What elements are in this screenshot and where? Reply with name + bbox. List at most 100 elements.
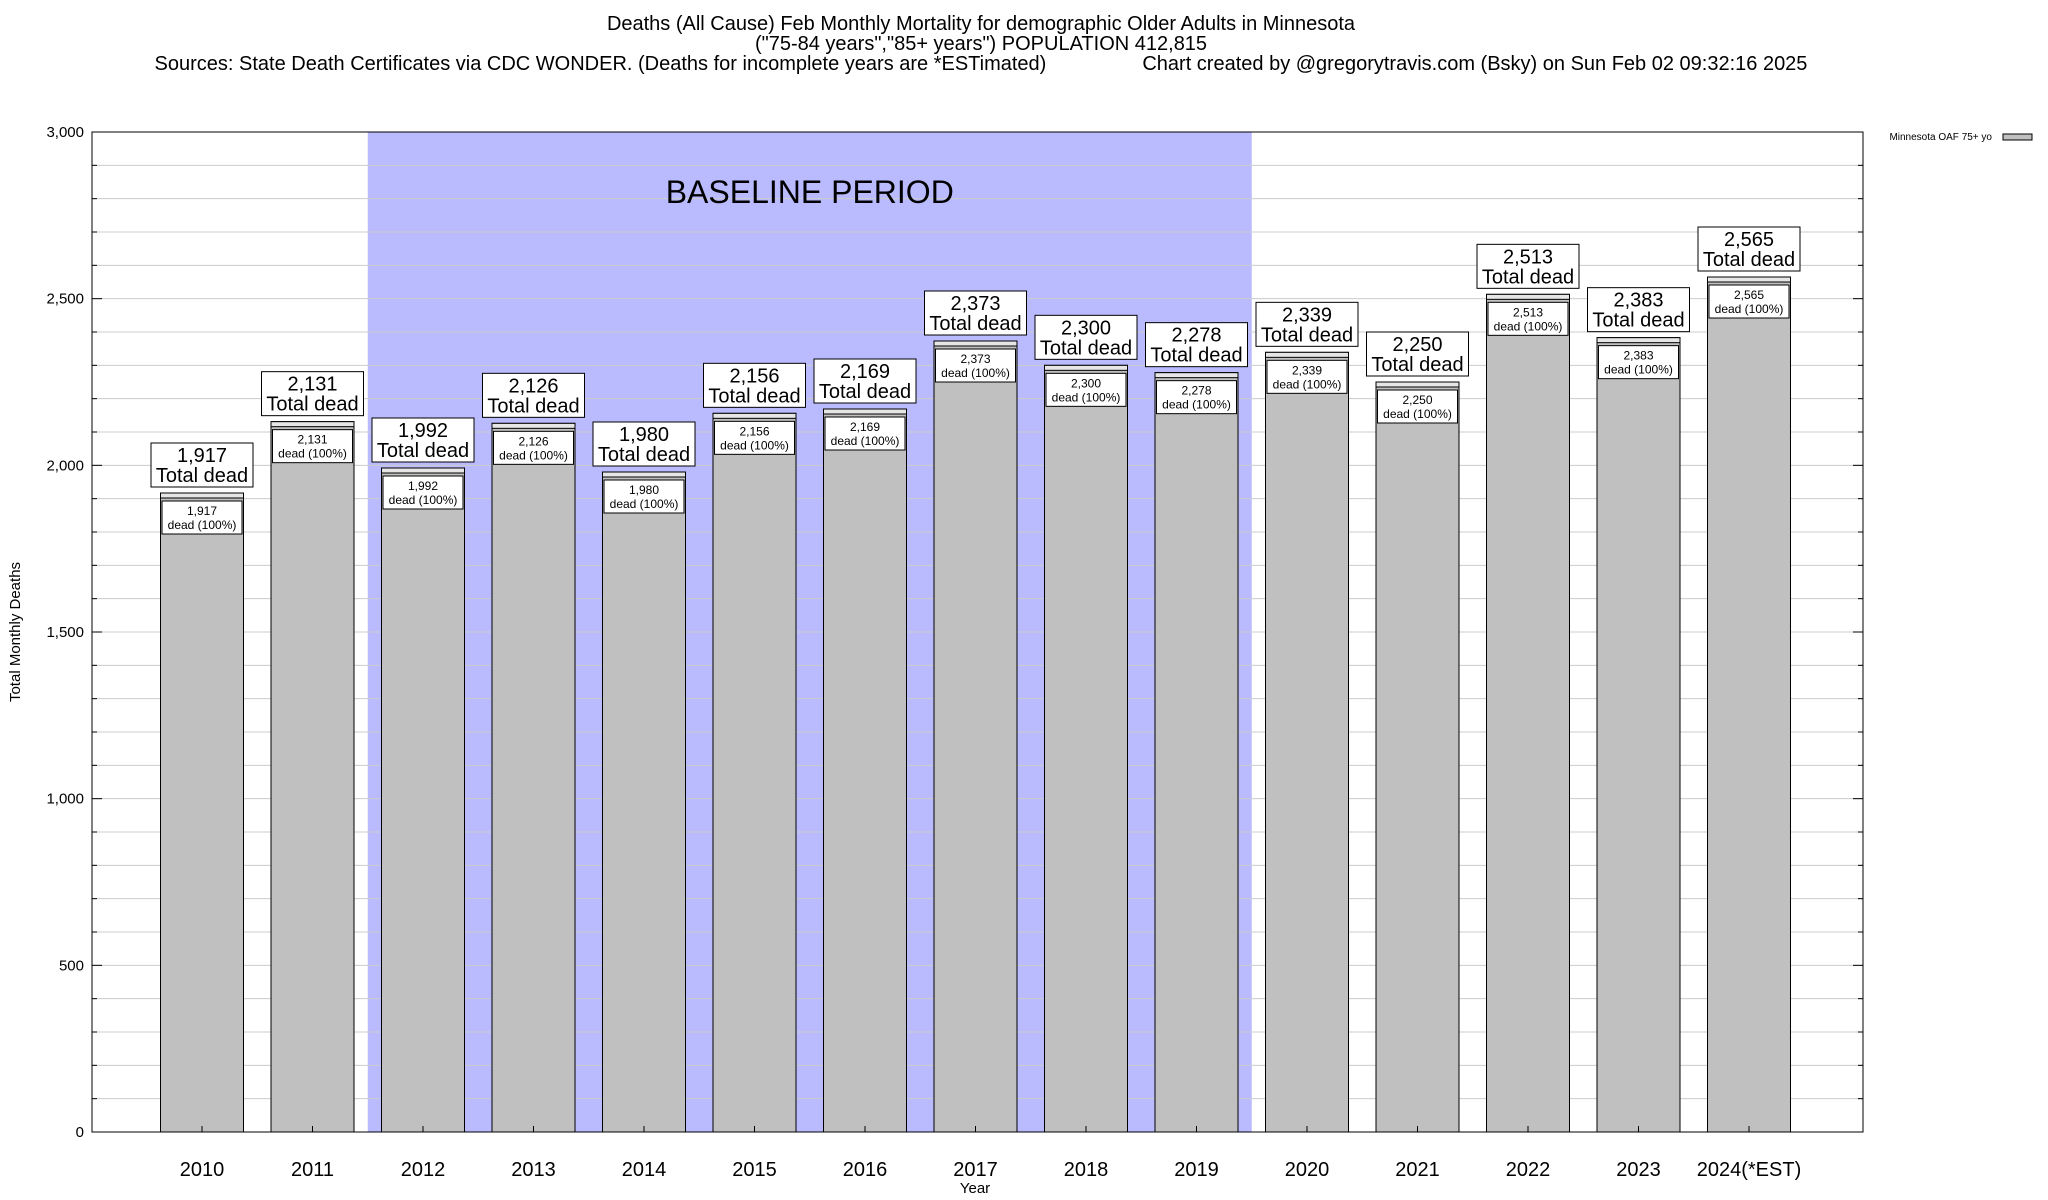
bar-cap xyxy=(1486,293,1570,300)
chart-sources: Sources: State Death Certificates via CD… xyxy=(154,53,1047,75)
chart-credit: Chart created by @gregorytravis.com (Bsk… xyxy=(1142,53,1808,75)
bar-total-caption: Total dead xyxy=(377,440,469,462)
bar-total-label-box xyxy=(261,371,364,417)
bar xyxy=(270,421,355,1133)
bar xyxy=(1486,293,1570,1133)
y-tick-label: 500 xyxy=(59,957,84,974)
bar-inner-label-box xyxy=(935,348,1016,383)
bar-total-value: 1,980 xyxy=(619,424,669,446)
bar-inner-caption: dead (100%) xyxy=(1494,319,1563,333)
bar-inner-caption: dead (100%) xyxy=(831,434,900,448)
bar-total-label-box xyxy=(1697,226,1801,272)
bar-inner-label-box xyxy=(382,475,464,510)
bar-cap xyxy=(160,492,244,499)
bar xyxy=(491,422,576,1133)
bar-cap xyxy=(823,408,907,415)
bar xyxy=(823,408,907,1133)
bar xyxy=(1265,351,1349,1133)
bar-inner-caption: dead (100%) xyxy=(1273,377,1342,391)
x-axis-label: Year xyxy=(960,1180,990,1197)
bar-total-caption: Total dead xyxy=(1261,324,1353,346)
bar-cap xyxy=(712,412,797,419)
bar-cap xyxy=(381,467,465,474)
bar-inner-caption: dead (100%) xyxy=(1052,390,1121,404)
bar-total-label-box xyxy=(482,372,585,418)
bar-total-value: 1,917 xyxy=(177,445,227,467)
bar-inner-value: 2,339 xyxy=(1292,363,1322,377)
bar-total-caption: Total dead xyxy=(487,395,579,417)
bar-total-label-box xyxy=(150,442,254,488)
bar-cap xyxy=(1265,351,1349,358)
bar-inner-label-box xyxy=(714,420,795,455)
bar-inner-label-box xyxy=(1598,345,1679,380)
bar-cap xyxy=(1154,372,1239,379)
bar-inner-caption: dead (100%) xyxy=(389,493,458,507)
bar-cap xyxy=(1707,276,1791,283)
bar-inner-value: 1,980 xyxy=(629,483,659,497)
bar-total-value: 2,339 xyxy=(1282,304,1332,326)
y-tick-label: 1,500 xyxy=(46,624,84,641)
bar-inner-caption: dead (100%) xyxy=(499,448,568,462)
y-tick-label: 0 xyxy=(76,1124,84,1141)
bar xyxy=(1596,337,1681,1133)
bar xyxy=(160,492,244,1133)
bar-inner-caption: dead (100%) xyxy=(720,438,789,452)
bar-total-label-box xyxy=(1476,243,1580,289)
bar-total-caption: Total dead xyxy=(929,313,1021,335)
bar-total-caption: Total dead xyxy=(1703,249,1795,271)
bar-total-label-box xyxy=(1366,331,1469,377)
bar-total-caption: Total dead xyxy=(708,385,800,407)
x-tick-label: 2021 xyxy=(1395,1159,1440,1181)
x-tick-label: 2024(*EST) xyxy=(1697,1159,1802,1181)
bar-inner-label-box xyxy=(1266,359,1348,394)
bar-total-label-box xyxy=(813,358,917,404)
bar-inner-value: 2,565 xyxy=(1734,288,1764,302)
bar-total-caption: Total dead xyxy=(1371,354,1463,376)
bar-inner-caption: dead (100%) xyxy=(1162,398,1231,412)
bar-inner-label-box xyxy=(161,500,243,535)
legend-label: Minnesota OAF 75+ yo xyxy=(1889,132,1992,143)
bar-cap xyxy=(1044,364,1128,371)
bar-cap xyxy=(491,422,576,429)
bar-total-label-box xyxy=(703,362,806,408)
bar-total-value: 2,126 xyxy=(508,375,558,397)
bar-total-value: 2,300 xyxy=(1061,317,1111,339)
bar-inner-value: 2,278 xyxy=(1181,384,1211,398)
baseline-label: BASELINE PERIOD xyxy=(666,174,954,210)
x-tick-label: 2020 xyxy=(1285,1159,1330,1181)
bar-inner-caption: dead (100%) xyxy=(1383,407,1452,421)
bar-inner-value: 2,250 xyxy=(1402,393,1432,407)
bar-cap xyxy=(270,421,355,428)
bar-inner-label-box xyxy=(1156,380,1237,415)
legend-swatch xyxy=(2002,133,2033,141)
bar-total-caption: Total dead xyxy=(819,381,911,403)
bar-total-label-box xyxy=(1255,301,1359,347)
bar-total-value: 2,156 xyxy=(729,365,779,387)
chart-subtitle: ("75-84 years","85+ years") POPULATION 4… xyxy=(754,33,1208,55)
bar-inner-caption: dead (100%) xyxy=(1715,302,1784,316)
y-tick-label: 2,000 xyxy=(46,457,84,474)
bar-inner-value: 2,373 xyxy=(960,352,990,366)
bar-total-caption: Total dead xyxy=(1150,345,1242,367)
bar xyxy=(712,412,797,1133)
bar-inner-value: 2,156 xyxy=(739,424,769,438)
bar-total-value: 2,250 xyxy=(1392,334,1442,356)
bar-total-value: 2,131 xyxy=(287,374,337,396)
bar-total-label-box xyxy=(1145,322,1248,368)
bar-inner-label-box xyxy=(1708,284,1790,319)
bar-inner-value: 1,917 xyxy=(187,504,217,518)
bar-total-value: 2,278 xyxy=(1171,325,1221,347)
bar-total-value: 2,565 xyxy=(1724,229,1774,251)
bar-cap xyxy=(933,340,1018,347)
x-tick-label: 2011 xyxy=(291,1159,334,1181)
y-tick-label: 3,000 xyxy=(46,124,84,141)
bar-total-value: 2,373 xyxy=(950,293,1000,315)
bar xyxy=(381,467,465,1133)
bar-total-value: 1,992 xyxy=(398,420,448,442)
x-tick-label: 2017 xyxy=(953,1159,998,1181)
bar-inner-caption: dead (100%) xyxy=(941,366,1010,380)
bar-inner-label-box xyxy=(493,430,574,465)
bar xyxy=(1375,381,1460,1133)
chart-sources-line: Sources: State Death Certificates via CD… xyxy=(0,54,1962,74)
x-tick-label: 2012 xyxy=(401,1159,446,1181)
